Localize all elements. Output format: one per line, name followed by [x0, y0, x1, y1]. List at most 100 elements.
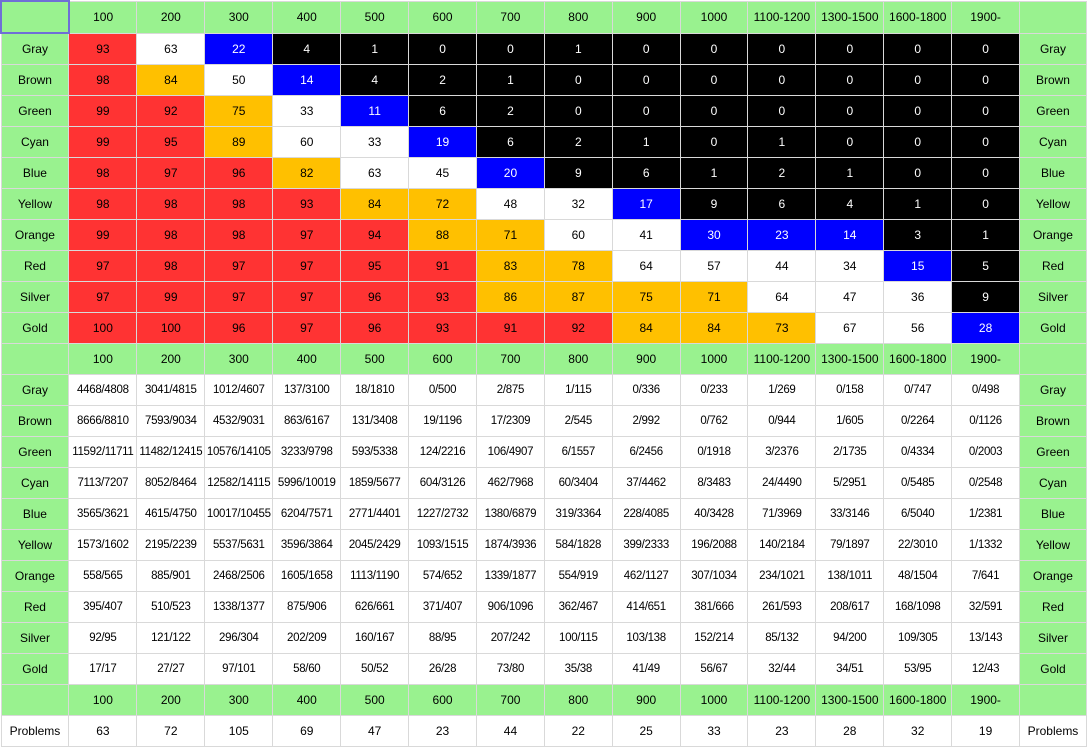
count-cell[interactable]: 94/200: [815, 622, 885, 654]
percent-cell[interactable]: 41: [611, 219, 681, 251]
count-cell[interactable]: 160/167: [340, 622, 410, 654]
percent-cell[interactable]: 95: [136, 126, 206, 158]
percent-cell[interactable]: 1: [340, 32, 410, 65]
count-cell[interactable]: 2195/2239: [136, 529, 206, 561]
header-corner-cell[interactable]: [0, 684, 70, 716]
count-cell[interactable]: 13/143: [951, 622, 1020, 654]
row-label-cell[interactable]: Silver: [0, 281, 70, 313]
percent-cell[interactable]: 100: [136, 312, 206, 344]
percent-cell[interactable]: 0: [951, 95, 1020, 127]
percent-cell[interactable]: 9: [951, 281, 1020, 313]
count-cell[interactable]: 12582/14115: [204, 467, 274, 499]
percent-cell[interactable]: 89: [204, 126, 274, 158]
percent-cell[interactable]: 87: [543, 281, 613, 313]
percent-cell[interactable]: 60: [272, 126, 342, 158]
percent-cell[interactable]: 64: [611, 250, 681, 282]
row-label-cell[interactable]: Green: [0, 95, 70, 127]
percent-cell[interactable]: 11: [340, 95, 410, 127]
row-label-cell[interactable]: Brown: [0, 64, 70, 96]
count-cell[interactable]: 1113/1190: [340, 560, 410, 592]
percent-cell[interactable]: 88: [408, 219, 477, 251]
count-cell[interactable]: 79/1897: [815, 529, 885, 561]
count-cell[interactable]: 0/233: [679, 374, 749, 406]
column-header-cell[interactable]: 400: [272, 0, 342, 34]
percent-cell[interactable]: 20: [476, 157, 545, 189]
count-cell[interactable]: 0/5485: [883, 467, 953, 499]
count-cell[interactable]: 24/4490: [747, 467, 817, 499]
percent-cell[interactable]: 47: [815, 281, 885, 313]
percent-cell[interactable]: 57: [679, 250, 749, 282]
percent-cell[interactable]: 97: [204, 250, 274, 282]
row-label-cell[interactable]: Gray: [0, 32, 70, 65]
percent-cell[interactable]: 98: [136, 219, 206, 251]
count-cell[interactable]: 41/49: [611, 653, 681, 685]
problems-count-cell[interactable]: 105: [204, 715, 274, 747]
percent-cell[interactable]: 93: [408, 281, 477, 313]
percent-cell[interactable]: 50: [204, 64, 274, 96]
count-cell[interactable]: 5/2951: [815, 467, 885, 499]
percent-cell[interactable]: 0: [611, 95, 681, 127]
percent-cell[interactable]: 0: [883, 64, 953, 96]
count-cell[interactable]: 1573/1602: [68, 529, 138, 561]
percent-cell[interactable]: 6: [611, 157, 681, 189]
count-cell[interactable]: 18/1810: [340, 374, 410, 406]
count-cell[interactable]: 1/269: [747, 374, 817, 406]
count-cell[interactable]: 8052/8464: [136, 467, 206, 499]
count-cell[interactable]: 414/651: [611, 591, 681, 623]
count-cell[interactable]: 152/214: [679, 622, 749, 654]
count-cell[interactable]: 88/95: [408, 622, 477, 654]
count-cell[interactable]: 103/138: [611, 622, 681, 654]
percent-cell[interactable]: 0: [611, 32, 681, 65]
percent-cell[interactable]: 30: [679, 219, 749, 251]
column-header-cell[interactable]: 500: [340, 684, 410, 716]
percent-cell[interactable]: 93: [272, 188, 342, 220]
percent-cell[interactable]: 98: [68, 157, 138, 189]
count-cell[interactable]: 6204/7571: [272, 498, 342, 530]
percent-cell[interactable]: 15: [883, 250, 953, 282]
count-cell[interactable]: 202/209: [272, 622, 342, 654]
count-cell[interactable]: 1338/1377: [204, 591, 274, 623]
percent-cell[interactable]: 1: [476, 64, 545, 96]
count-cell[interactable]: 71/3969: [747, 498, 817, 530]
count-cell[interactable]: 0/500: [408, 374, 477, 406]
percent-cell[interactable]: 73: [747, 312, 817, 344]
problems-count-cell[interactable]: 32: [883, 715, 953, 747]
row-label-cell[interactable]: Brown: [1018, 405, 1087, 437]
row-label-cell[interactable]: Cyan: [1018, 126, 1087, 158]
column-header-cell[interactable]: 1600-1800: [883, 684, 953, 716]
count-cell[interactable]: 5996/10019: [272, 467, 342, 499]
column-header-cell[interactable]: 600: [408, 0, 477, 34]
count-cell[interactable]: 100/115: [543, 622, 613, 654]
count-cell[interactable]: 584/1828: [543, 529, 613, 561]
percent-cell[interactable]: 14: [272, 64, 342, 96]
column-header-cell[interactable]: 1100-1200: [747, 0, 817, 34]
percent-cell[interactable]: 84: [340, 188, 410, 220]
row-label-cell[interactable]: Red: [0, 250, 70, 282]
percent-cell[interactable]: 75: [204, 95, 274, 127]
column-header-cell[interactable]: 1900-: [951, 343, 1020, 375]
count-cell[interactable]: 510/523: [136, 591, 206, 623]
column-header-cell[interactable]: 900: [611, 343, 681, 375]
problems-count-cell[interactable]: 72: [136, 715, 206, 747]
count-cell[interactable]: 32/44: [747, 653, 817, 685]
header-corner-cell[interactable]: [1018, 684, 1087, 716]
percent-cell[interactable]: 84: [679, 312, 749, 344]
count-cell[interactable]: 97/101: [204, 653, 274, 685]
column-header-cell[interactable]: 1300-1500: [815, 343, 885, 375]
count-cell[interactable]: 0/2003: [951, 436, 1020, 468]
column-header-cell[interactable]: 700: [476, 0, 545, 34]
column-header-cell[interactable]: 100: [68, 343, 138, 375]
count-cell[interactable]: 307/1034: [679, 560, 749, 592]
column-header-cell[interactable]: 600: [408, 343, 477, 375]
count-cell[interactable]: 37/4462: [611, 467, 681, 499]
count-cell[interactable]: 462/7968: [476, 467, 545, 499]
count-cell[interactable]: 138/1011: [815, 560, 885, 592]
count-cell[interactable]: 371/407: [408, 591, 477, 623]
count-cell[interactable]: 11592/11711: [68, 436, 138, 468]
column-header-cell[interactable]: 200: [136, 0, 206, 34]
row-label-cell[interactable]: Red: [0, 591, 70, 623]
percent-cell[interactable]: 48: [476, 188, 545, 220]
row-label-cell[interactable]: Blue: [0, 498, 70, 530]
column-header-cell[interactable]: 100: [68, 684, 138, 716]
percent-cell[interactable]: 63: [136, 32, 206, 65]
